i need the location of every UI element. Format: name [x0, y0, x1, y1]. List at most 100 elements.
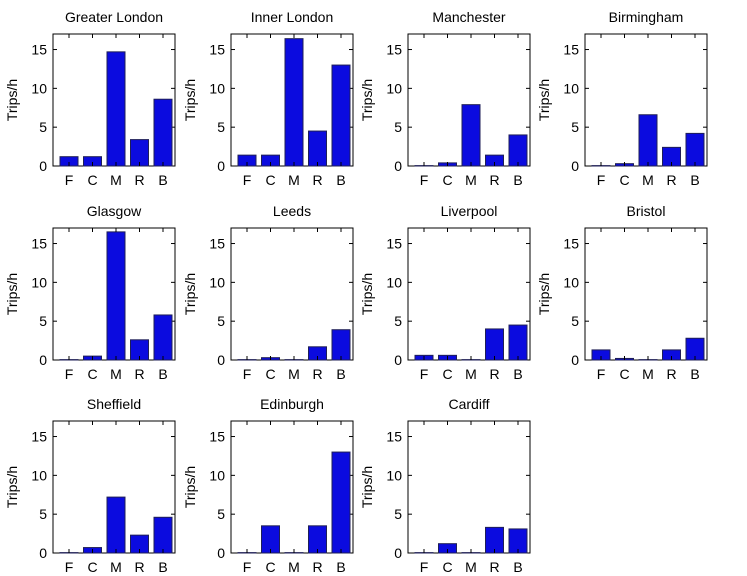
- y-axis-label: Trips/h: [359, 466, 375, 508]
- bar-B: [331, 329, 351, 361]
- bar-B: [153, 98, 173, 167]
- y-axis-label: Trips/h: [182, 273, 198, 315]
- x-tick-label: C: [87, 559, 97, 575]
- y-tick-label: 0: [394, 352, 402, 368]
- bar-R: [308, 130, 327, 167]
- bar-M: [461, 104, 481, 167]
- y-tick-label: 5: [217, 119, 225, 135]
- x-tick-label: M: [288, 559, 300, 575]
- x-tick-label: M: [465, 172, 477, 188]
- x-tick-label: B: [158, 559, 167, 575]
- x-tick-label: M: [288, 172, 300, 188]
- x-tick-label: B: [336, 172, 345, 188]
- x-tick-label: B: [336, 559, 345, 575]
- subplot-title: Bristol: [627, 203, 666, 219]
- y-tick-label: 5: [39, 119, 47, 135]
- bar-M: [106, 51, 126, 167]
- x-tick-label: M: [110, 366, 122, 382]
- x-tick-label: B: [513, 559, 522, 575]
- x-tick-label: B: [513, 366, 522, 382]
- bar-R: [308, 525, 327, 554]
- y-tick-label: 10: [31, 80, 47, 96]
- bar-B: [508, 324, 528, 361]
- y-tick-label: 15: [209, 236, 225, 252]
- x-tick-label: C: [87, 172, 97, 188]
- x-tick-label: C: [442, 366, 452, 382]
- y-axis-label: Trips/h: [536, 273, 552, 315]
- y-tick-label: 15: [563, 236, 579, 252]
- y-axis-label: Trips/h: [4, 273, 20, 315]
- y-tick-label: 15: [31, 236, 47, 252]
- subplot: Manchester Trips/h 0 5 10 15 F C M R B: [359, 9, 531, 188]
- x-tick-label: B: [513, 172, 522, 188]
- y-axis-label: Trips/h: [4, 466, 20, 508]
- x-tick-label: C: [619, 366, 629, 382]
- x-tick-label: F: [597, 172, 606, 188]
- subplot-title: Manchester: [432, 9, 505, 25]
- y-tick-label: 10: [209, 274, 225, 290]
- y-tick-label: 10: [563, 274, 579, 290]
- x-tick-label: F: [420, 172, 429, 188]
- x-tick-label: F: [243, 172, 252, 188]
- x-tick-label: F: [243, 559, 252, 575]
- x-tick-label: B: [158, 366, 167, 382]
- x-tick-label: C: [442, 172, 452, 188]
- x-tick-label: C: [265, 559, 275, 575]
- x-tick-label: M: [465, 559, 477, 575]
- x-tick-label: M: [110, 172, 122, 188]
- subplot: Cardiff Trips/h 0 5 10 15 F C M R B: [359, 396, 531, 575]
- x-tick-label: C: [442, 559, 452, 575]
- y-tick-label: 0: [39, 352, 47, 368]
- subplot: Glasgow Trips/h 0 5 10 15 F C M R B: [4, 203, 176, 382]
- y-tick-label: 5: [39, 313, 47, 329]
- x-tick-label: F: [243, 366, 252, 382]
- x-tick-label: M: [465, 366, 477, 382]
- bar-R: [485, 328, 504, 361]
- y-axis-label: Trips/h: [4, 79, 20, 121]
- y-tick-label: 10: [563, 80, 579, 96]
- subplot-title: Leeds: [273, 203, 311, 219]
- bar-B: [331, 64, 351, 167]
- subplot: Edinburgh Trips/h 0 5 10 15 F C M R B: [182, 396, 354, 575]
- y-tick-label: 10: [209, 80, 225, 96]
- x-tick-label: C: [265, 366, 275, 382]
- y-tick-label: 5: [217, 506, 225, 522]
- bar-B: [508, 134, 528, 167]
- subplot: Birmingham Trips/h 0 5 10 15 F C M R B: [536, 9, 708, 188]
- y-tick-label: 5: [217, 313, 225, 329]
- subplot: Liverpool Trips/h 0 5 10 15 F C M R B: [359, 203, 531, 382]
- x-tick-label: B: [336, 366, 345, 382]
- x-tick-label: R: [489, 172, 499, 188]
- y-tick-label: 5: [394, 313, 402, 329]
- x-tick-label: R: [489, 559, 499, 575]
- y-tick-label: 5: [571, 119, 579, 135]
- y-tick-label: 0: [394, 158, 402, 174]
- y-tick-label: 0: [39, 158, 47, 174]
- bar-B: [331, 451, 351, 554]
- y-tick-label: 10: [386, 274, 402, 290]
- y-axis-label: Trips/h: [536, 79, 552, 121]
- bar-B: [153, 516, 173, 554]
- x-tick-label: F: [420, 559, 429, 575]
- x-tick-label: B: [158, 172, 167, 188]
- subplot-title: Cardiff: [449, 396, 490, 412]
- y-tick-label: 5: [394, 119, 402, 135]
- x-tick-label: R: [312, 366, 322, 382]
- x-tick-label: F: [65, 172, 74, 188]
- y-tick-label: 10: [31, 467, 47, 483]
- x-tick-label: R: [134, 366, 144, 382]
- y-tick-label: 10: [386, 80, 402, 96]
- y-tick-label: 10: [31, 274, 47, 290]
- subplot: Greater London Trips/h 0 5 10 15 F C M R B: [4, 9, 176, 188]
- bar-M: [106, 231, 126, 361]
- y-tick-label: 5: [571, 313, 579, 329]
- x-tick-label: B: [690, 172, 699, 188]
- subplot: Inner London Trips/h 0 5 10 15 F C M R B: [182, 9, 354, 188]
- y-tick-label: 15: [386, 42, 402, 58]
- subplot-title: Inner London: [251, 9, 334, 25]
- subplot: Bristol Trips/h 0 5 10 15 F C M R B: [536, 203, 708, 382]
- x-tick-label: R: [134, 172, 144, 188]
- subplot-title: Greater London: [65, 9, 163, 25]
- x-tick-label: M: [642, 172, 654, 188]
